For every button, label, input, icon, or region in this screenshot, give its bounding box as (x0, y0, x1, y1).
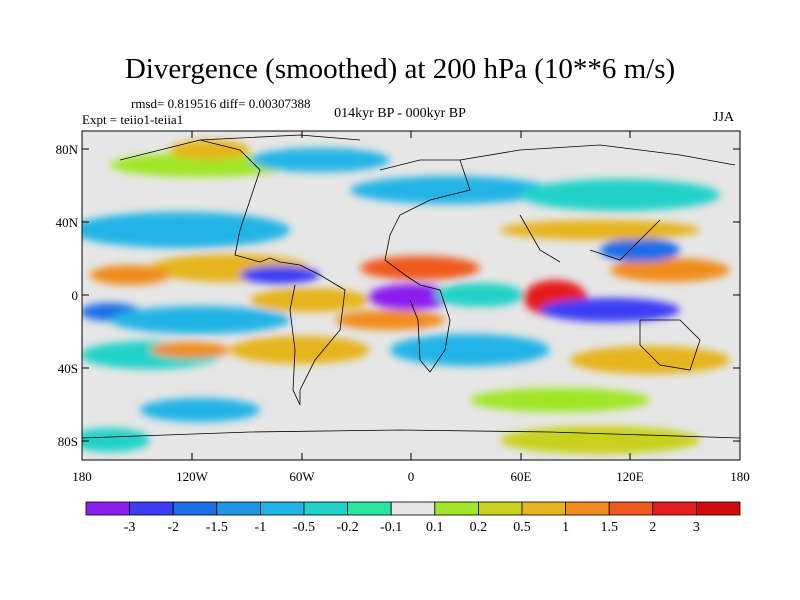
season-label: JJA (713, 110, 735, 125)
field-blob (500, 220, 700, 240)
stats-line: rmsd= 0.819516 diff= 0.00307388 (131, 96, 311, 111)
chart-title: Divergence (smoothed) at 200 hPa (10**6 … (124, 53, 676, 85)
field-blob (150, 342, 230, 358)
field-blob (570, 346, 730, 374)
lat-tick-label: 0 (71, 288, 79, 303)
field-blob (140, 398, 260, 422)
coastlines (82, 134, 740, 439)
field-blob (368, 284, 452, 310)
field-blob (110, 153, 290, 177)
coastline-africa-europe (379, 159, 471, 373)
colorbar-label: -0.2 (336, 520, 359, 535)
period-label: 014kyr BP - 000kyr BP (334, 106, 466, 121)
colorbar-swatch (347, 501, 392, 516)
colorbar-swatch (434, 501, 479, 516)
field-blob (350, 176, 550, 204)
lat-tick-label: 80N (55, 142, 78, 157)
colorbar-label: -0.1 (380, 520, 403, 535)
lon-tick-label: 180 (730, 469, 750, 484)
experiment-label: Expt = teiio1-teiia1 (82, 112, 184, 127)
colorbar-swatch (521, 501, 566, 516)
colorbar-label: 0.2 (469, 520, 488, 535)
colorbar-label: 2 (649, 520, 657, 535)
colorbar-swatch (565, 501, 610, 516)
field-blob (110, 306, 290, 334)
colorbar-label: 1.5 (600, 520, 618, 535)
field-blob (520, 179, 720, 211)
colorbar-swatch (608, 501, 654, 516)
colorbar-swatch (172, 501, 218, 516)
lat-tick-label: 40S (57, 361, 78, 376)
colorbar-swatch (477, 501, 523, 516)
divergence-field (82, 131, 740, 460)
lon-tick-label: 120E (616, 469, 644, 484)
field-blob (240, 266, 320, 284)
lon-tick-label: 0 (407, 469, 415, 484)
colorbar-label: 0.5 (513, 520, 531, 535)
field-blob (82, 212, 290, 248)
colorbar-swatch (652, 501, 697, 516)
colorbar-label: -2 (167, 520, 180, 535)
field-blob (390, 334, 550, 366)
field-blob (335, 310, 445, 330)
field-blob (90, 265, 170, 285)
colorbar-label: -3 (123, 520, 136, 535)
coastline-asia (459, 144, 736, 263)
colorbar-label: 1 (562, 520, 570, 535)
colorbar-label: -1.5 (205, 520, 228, 535)
colorbar-swatch (85, 501, 130, 516)
lat-tick-label: 80S (57, 434, 78, 449)
lon-tick-label: 180 (72, 469, 92, 484)
coastline-arctic (199, 134, 361, 141)
lat-tick-label: 40N (55, 215, 78, 230)
coastline-australia (639, 319, 701, 371)
field-blob (360, 256, 480, 280)
field-blob (170, 140, 250, 160)
colorbar-label: 0.1 (426, 520, 444, 535)
lon-tick-label: 60E (510, 469, 532, 484)
field-blob (250, 288, 370, 312)
field-blob (435, 283, 525, 307)
field-blob (470, 388, 650, 412)
colorbar-swatch (259, 501, 305, 516)
coastline-antarctica (82, 429, 740, 439)
field-blob (230, 336, 370, 364)
colorbar-swatch (696, 501, 741, 516)
colorbar-swatch (129, 501, 174, 516)
colorbar-swatch (303, 501, 348, 516)
lon-tick-label: 120W (176, 469, 208, 484)
field-blob (610, 258, 730, 282)
colorbar-swatch (216, 501, 261, 516)
field-blob (82, 428, 150, 452)
field-blob (250, 148, 390, 172)
colorbar (85, 501, 741, 516)
coastline-south-america (289, 264, 346, 406)
coastline-north-america (119, 139, 301, 266)
colorbar-label: -1 (254, 520, 267, 535)
field-blob (500, 426, 700, 454)
field-blob (540, 298, 680, 322)
axis-ticks (81, 131, 741, 460)
colorbar-label: 3 (692, 520, 700, 535)
field-blob (600, 238, 680, 262)
colorbar-label: -0.5 (292, 520, 316, 535)
colorbar-swatch (390, 501, 436, 516)
lon-tick-label: 60W (289, 469, 315, 484)
